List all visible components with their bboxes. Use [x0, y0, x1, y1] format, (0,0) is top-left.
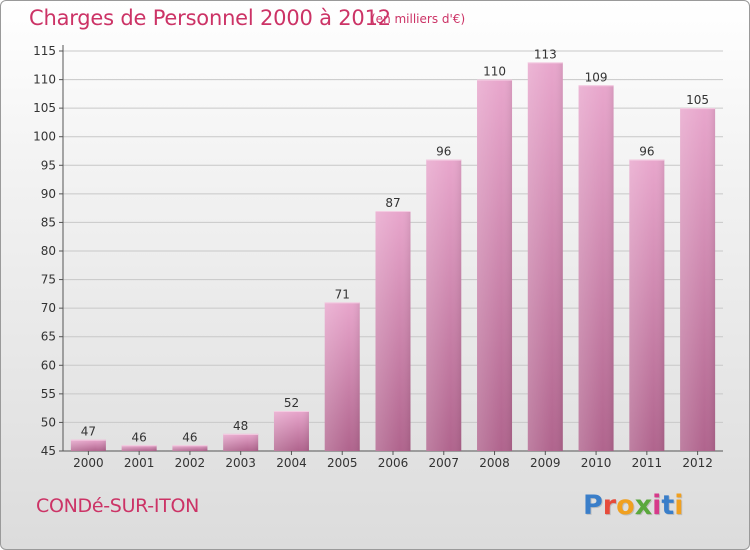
bar-shade-2001 [121, 445, 157, 451]
x-tick-label: 2008 [479, 456, 510, 470]
commune-name: CONDé-SUR-ITON [36, 495, 200, 517]
y-tick-label: 60 [41, 358, 56, 372]
data-label-2007: 96 [436, 145, 451, 159]
logo-letter: P [583, 490, 603, 521]
bar-shade-2010 [578, 85, 614, 452]
logo-letter: x [634, 490, 653, 521]
x-tick-label: 2006 [378, 456, 409, 470]
x-tick-label: 2001 [124, 456, 155, 470]
y-tick-label: 45 [41, 444, 56, 458]
x-tick-label: 2009 [530, 456, 561, 470]
bar-shade-2000 [70, 439, 106, 451]
data-label-2000: 47 [81, 425, 96, 439]
bar-shade-2009 [527, 62, 563, 452]
chart-subtitle: (en milliers d'€) [371, 12, 466, 26]
data-label-2004: 52 [284, 396, 299, 410]
bar-shade-2007 [426, 159, 462, 452]
logo-letter: i [674, 490, 684, 521]
x-tick-label: 2003 [225, 456, 256, 470]
y-tick-label: 105 [33, 101, 56, 115]
data-label-2010: 109 [585, 70, 608, 84]
bar-shade-2002 [172, 445, 208, 451]
data-label-2001: 46 [132, 430, 147, 444]
data-label-2009: 113 [534, 47, 557, 61]
bar-shade-2004 [273, 411, 309, 451]
data-label-2003: 48 [233, 419, 248, 433]
y-tick-label: 100 [33, 130, 56, 144]
y-tick-label: 80 [41, 244, 56, 258]
x-tick-label: 2004 [276, 456, 307, 470]
y-tick-label: 70 [41, 301, 56, 315]
x-tick-label: 2010 [581, 456, 612, 470]
bar-shade-2008 [477, 79, 513, 452]
proxiti-logo[interactable]: Proxiti [583, 490, 684, 521]
x-tick-label: 2002 [175, 456, 206, 470]
x-tick-label: 2005 [327, 456, 358, 470]
y-tick-label: 50 [41, 415, 56, 429]
data-label-2006: 87 [385, 196, 400, 210]
data-label-2011: 96 [639, 145, 654, 159]
data-label-2008: 110 [483, 65, 506, 79]
bar-shade-2011 [629, 159, 665, 452]
data-label-2005: 71 [335, 287, 350, 301]
y-tick-label: 55 [41, 387, 56, 401]
chart-title: Charges de Personnel 2000 à 2012 [29, 6, 391, 30]
logo-letter: r [602, 490, 617, 521]
x-tick-label: 2000 [73, 456, 104, 470]
y-tick-label: 115 [33, 44, 56, 58]
x-tick-label: 2011 [632, 456, 663, 470]
data-label-2012: 105 [686, 93, 709, 107]
data-labels: 47 46 46 48 52 71 87 96 110 113 109 96 105 [81, 47, 709, 444]
y-tick-label: 90 [41, 187, 56, 201]
logo-letter: i [652, 490, 662, 521]
bars [70, 62, 716, 452]
y-tick-label: 85 [41, 215, 56, 229]
y-tick-label: 95 [41, 158, 56, 172]
logo-letter: t [661, 490, 675, 521]
data-label-2002: 46 [182, 430, 197, 444]
y-tick-label: 110 [33, 73, 56, 87]
logo-letter: o [616, 490, 635, 521]
y-tick-label: 65 [41, 330, 56, 344]
bar-shade-2006 [375, 211, 411, 451]
x-tick-label: 2007 [428, 456, 459, 470]
y-tick-label: 75 [41, 273, 56, 287]
bar-shade-2005 [324, 302, 360, 451]
bar-shade-2003 [223, 433, 259, 451]
bar-shade-2012 [680, 108, 716, 452]
x-tick-label: 2012 [682, 456, 713, 470]
